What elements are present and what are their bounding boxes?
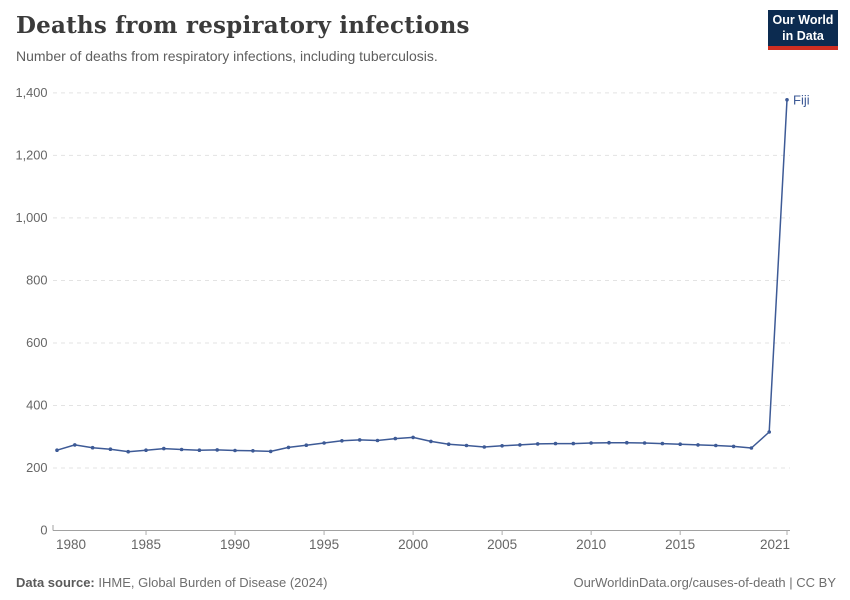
data-point[interactable]: [731, 444, 736, 449]
x-tick-label: 1990: [220, 537, 250, 552]
data-point[interactable]: [251, 449, 255, 453]
x-tick-label: 1980: [56, 537, 86, 552]
data-point[interactable]: [553, 441, 558, 446]
owid-logo-line1: Our World: [772, 13, 834, 27]
data-point[interactable]: [215, 448, 219, 452]
credit-link[interactable]: OurWorldinData.org/causes-of-death | CC …: [573, 575, 836, 590]
data-point[interactable]: [678, 442, 682, 447]
data-point[interactable]: [393, 436, 398, 441]
data-source-label: Data source:: [16, 575, 95, 590]
data-point[interactable]: [304, 443, 309, 448]
y-tick-label: 200: [26, 460, 47, 475]
data-point[interactable]: [607, 440, 611, 445]
y-tick-label: 600: [26, 335, 47, 350]
x-tick-label: 2021: [760, 537, 790, 552]
x-tick-label: 1995: [309, 537, 339, 552]
data-point[interactable]: [126, 449, 130, 454]
data-point[interactable]: [144, 448, 148, 453]
data-point[interactable]: [340, 439, 344, 443]
x-tick-label: 2015: [665, 537, 695, 552]
data-point[interactable]: [660, 441, 665, 446]
y-tick-label: 800: [26, 273, 47, 288]
data-point[interactable]: [233, 448, 237, 453]
data-point[interactable]: [411, 435, 415, 440]
x-tick-label: 2010: [576, 537, 606, 552]
data-point[interactable]: [535, 442, 540, 446]
data-point[interactable]: [179, 447, 184, 452]
data-source-text: IHME, Global Burden of Disease (2024): [98, 575, 328, 590]
data-point[interactable]: [589, 441, 593, 445]
data-source: Data source: IHME, Global Burden of Dise…: [16, 575, 327, 590]
chart-footer: Data source: IHME, Global Burden of Dise…: [16, 575, 836, 590]
data-point[interactable]: [714, 443, 718, 448]
series-end-label[interactable]: Fiji: [793, 92, 810, 107]
x-tick-label: 2000: [398, 537, 428, 552]
x-tick-label: 2005: [487, 537, 517, 552]
data-point[interactable]: [108, 447, 113, 452]
owid-logo-line2: in Data: [782, 29, 824, 43]
data-point[interactable]: [357, 438, 362, 442]
y-tick-label: 400: [26, 398, 47, 413]
data-point[interactable]: [286, 445, 291, 450]
data-point[interactable]: [73, 443, 77, 447]
owid-logo[interactable]: Our World in Data: [768, 10, 838, 50]
data-point[interactable]: [518, 443, 522, 447]
x-tick-label: 1985: [131, 537, 161, 552]
data-point[interactable]: [571, 441, 576, 446]
y-tick-label: 1,200: [15, 148, 47, 163]
y-tick-label: 0: [40, 523, 47, 538]
data-point[interactable]: [55, 448, 59, 453]
data-point[interactable]: [625, 440, 629, 445]
page-subtitle: Number of deaths from respiratory infect…: [16, 48, 438, 64]
chart-header: Deaths from respiratory infections Numbe…: [16, 12, 750, 64]
data-point[interactable]: [197, 448, 202, 453]
data-point[interactable]: [749, 446, 754, 450]
data-point[interactable]: [642, 441, 647, 445]
data-point[interactable]: [785, 98, 789, 102]
y-tick-label: 1,400: [15, 85, 47, 100]
y-tick-label: 1,000: [15, 210, 47, 225]
data-point[interactable]: [464, 443, 469, 448]
data-point[interactable]: [767, 430, 771, 434]
data-point[interactable]: [375, 438, 380, 443]
data-point[interactable]: [696, 443, 700, 447]
trend-line[interactable]: [56, 99, 788, 453]
data-point[interactable]: [322, 441, 326, 445]
page-title: Deaths from respiratory infections: [16, 12, 470, 39]
data-point[interactable]: [446, 442, 451, 447]
data-point[interactable]: [500, 444, 504, 448]
data-point[interactable]: [268, 449, 273, 454]
data-point[interactable]: [429, 439, 433, 444]
data-point[interactable]: [162, 446, 166, 451]
data-point[interactable]: [482, 445, 487, 449]
data-point[interactable]: [90, 445, 95, 450]
